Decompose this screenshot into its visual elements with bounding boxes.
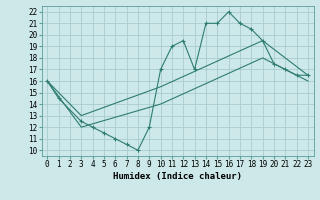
X-axis label: Humidex (Indice chaleur): Humidex (Indice chaleur) — [113, 172, 242, 181]
